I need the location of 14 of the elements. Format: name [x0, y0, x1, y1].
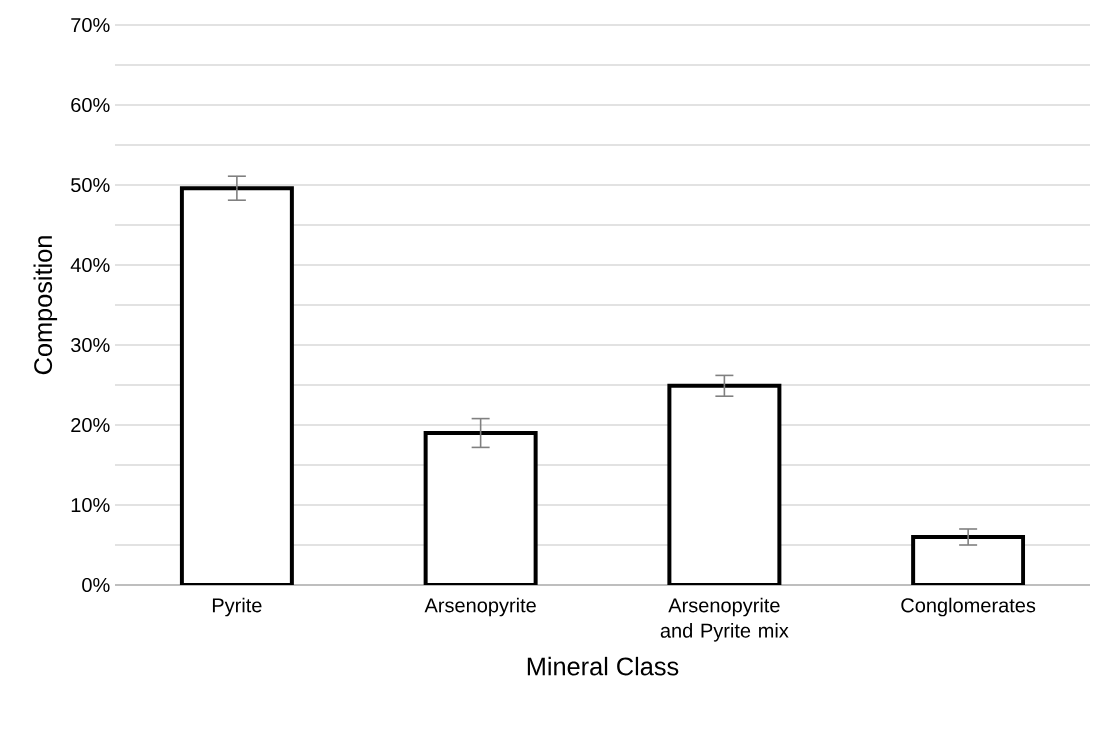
y-tick-label: 0%: [82, 577, 110, 593]
y-tick-label: 20%: [71, 417, 110, 433]
y-tick-label: 10%: [71, 497, 110, 513]
y-tick-label: 30%: [71, 337, 110, 353]
y-axis-title: Composition: [33, 236, 58, 375]
y-tick-label: 70%: [71, 17, 110, 33]
x-tick-label: Arsenopyrite: [424, 597, 536, 617]
y-tick-label: 40%: [70, 257, 110, 273]
y-tick-label: 60%: [71, 97, 110, 113]
x-tick-label: Conglomerates: [901, 597, 1036, 617]
x-axis-title: Mineral Class: [527, 656, 679, 676]
x-tick-label: Pyrite: [212, 597, 262, 617]
y-tick-label: 50%: [71, 177, 110, 193]
x-tick-label: Arsenopyrite and Pyrite mix: [660, 597, 789, 642]
